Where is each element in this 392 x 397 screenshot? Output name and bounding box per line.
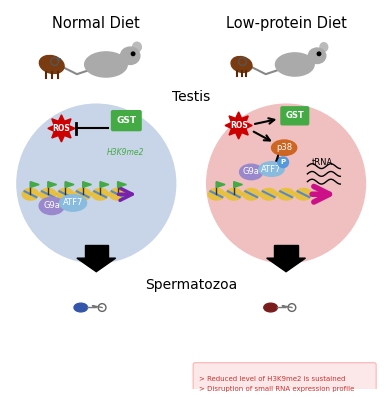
Ellipse shape [240, 164, 263, 180]
Polygon shape [267, 258, 305, 272]
Polygon shape [100, 182, 109, 187]
Ellipse shape [276, 53, 314, 76]
Ellipse shape [309, 48, 326, 64]
Circle shape [207, 104, 365, 263]
Polygon shape [274, 245, 298, 258]
Text: Spermatozoa: Spermatozoa [145, 278, 237, 293]
Ellipse shape [272, 140, 297, 156]
Polygon shape [77, 258, 116, 272]
Ellipse shape [225, 189, 242, 200]
Ellipse shape [295, 189, 312, 200]
Ellipse shape [85, 52, 127, 77]
Polygon shape [48, 182, 56, 187]
Circle shape [278, 157, 289, 168]
Circle shape [17, 104, 176, 263]
Ellipse shape [39, 197, 64, 214]
Polygon shape [234, 182, 243, 187]
Ellipse shape [57, 189, 74, 200]
Ellipse shape [60, 195, 87, 211]
Text: G9a: G9a [243, 168, 260, 176]
Ellipse shape [264, 303, 278, 312]
Ellipse shape [243, 189, 260, 200]
Polygon shape [65, 182, 74, 187]
Ellipse shape [92, 189, 109, 200]
Ellipse shape [320, 43, 328, 51]
Polygon shape [31, 182, 39, 187]
Ellipse shape [231, 56, 252, 72]
Ellipse shape [132, 42, 141, 52]
Text: Testis: Testis [172, 90, 210, 104]
Ellipse shape [39, 56, 64, 73]
Text: tRNA: tRNA [312, 158, 334, 167]
Polygon shape [216, 182, 225, 187]
Polygon shape [118, 182, 126, 187]
Text: P: P [281, 159, 286, 165]
Text: H3K9me2: H3K9me2 [107, 148, 144, 157]
Ellipse shape [120, 47, 140, 64]
Circle shape [317, 52, 321, 56]
FancyBboxPatch shape [193, 363, 376, 396]
Ellipse shape [260, 189, 277, 200]
Text: Low-protein Diet: Low-protein Diet [226, 16, 347, 31]
Ellipse shape [22, 189, 39, 200]
Circle shape [131, 52, 135, 56]
Text: Normal Diet: Normal Diet [53, 16, 140, 31]
Text: G9a: G9a [43, 201, 60, 210]
Text: ROS: ROS [230, 121, 247, 130]
FancyBboxPatch shape [111, 110, 142, 131]
Ellipse shape [208, 189, 225, 200]
Text: p38: p38 [276, 143, 292, 152]
Polygon shape [85, 245, 108, 258]
Polygon shape [83, 182, 91, 187]
Text: ROS: ROS [53, 124, 70, 133]
Text: GST: GST [285, 111, 304, 120]
Ellipse shape [74, 303, 87, 312]
FancyBboxPatch shape [280, 106, 309, 125]
Ellipse shape [109, 189, 126, 200]
Ellipse shape [40, 189, 56, 200]
Text: GST: GST [116, 116, 136, 125]
Ellipse shape [74, 189, 91, 200]
Text: ATF7: ATF7 [261, 165, 282, 173]
Ellipse shape [278, 189, 294, 200]
Text: > Disruption of small RNA expression profile: > Disruption of small RNA expression pro… [199, 386, 354, 392]
Polygon shape [48, 115, 75, 142]
Text: ATF7: ATF7 [63, 198, 83, 208]
Polygon shape [225, 112, 252, 139]
Text: > Reduced level of H3K9me2 is sustained: > Reduced level of H3K9me2 is sustained [199, 376, 345, 382]
Ellipse shape [259, 162, 284, 176]
